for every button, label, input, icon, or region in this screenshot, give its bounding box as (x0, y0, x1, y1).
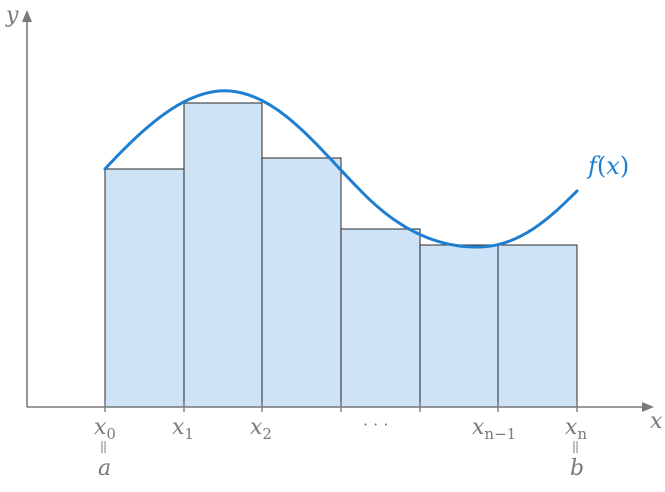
x-axis-label: x (650, 409, 663, 434)
tick-label-b: b (570, 456, 584, 481)
y-axis-arrow-icon (22, 10, 32, 22)
function-curve (103, 89, 579, 249)
rectangle-6 (497, 244, 578, 408)
function-label: f(x) (586, 152, 629, 180)
tick-label-x1: x1 (172, 415, 194, 443)
tick-label-x2: x2 (250, 415, 272, 443)
tick-label-dots: · · · (363, 415, 388, 434)
x-axis-arrow-icon (642, 402, 654, 412)
tick-label-x0: x0 (94, 415, 116, 443)
rectangle-1 (104, 168, 185, 408)
tick-label-xn-minus-1: xn−1 (472, 415, 516, 443)
rectangle-4 (340, 228, 421, 408)
y-axis-label: y (5, 3, 19, 28)
rectangle-3 (261, 157, 342, 408)
y-axis (22, 10, 32, 407)
equals-mark-b: || (572, 439, 578, 453)
tick-label-xn: xn (565, 415, 587, 443)
riemann-rectangles (104, 102, 578, 408)
rectangle-2 (183, 102, 263, 408)
tick-label-a: a (98, 456, 111, 481)
rectangle-5 (419, 244, 499, 408)
x-axis-ticks (104, 402, 578, 412)
partition-labels: x0 || a x1 x2 · · · xn−1 xn || b (94, 415, 587, 481)
x-axis (27, 402, 654, 412)
equals-mark-a: || (100, 439, 106, 453)
